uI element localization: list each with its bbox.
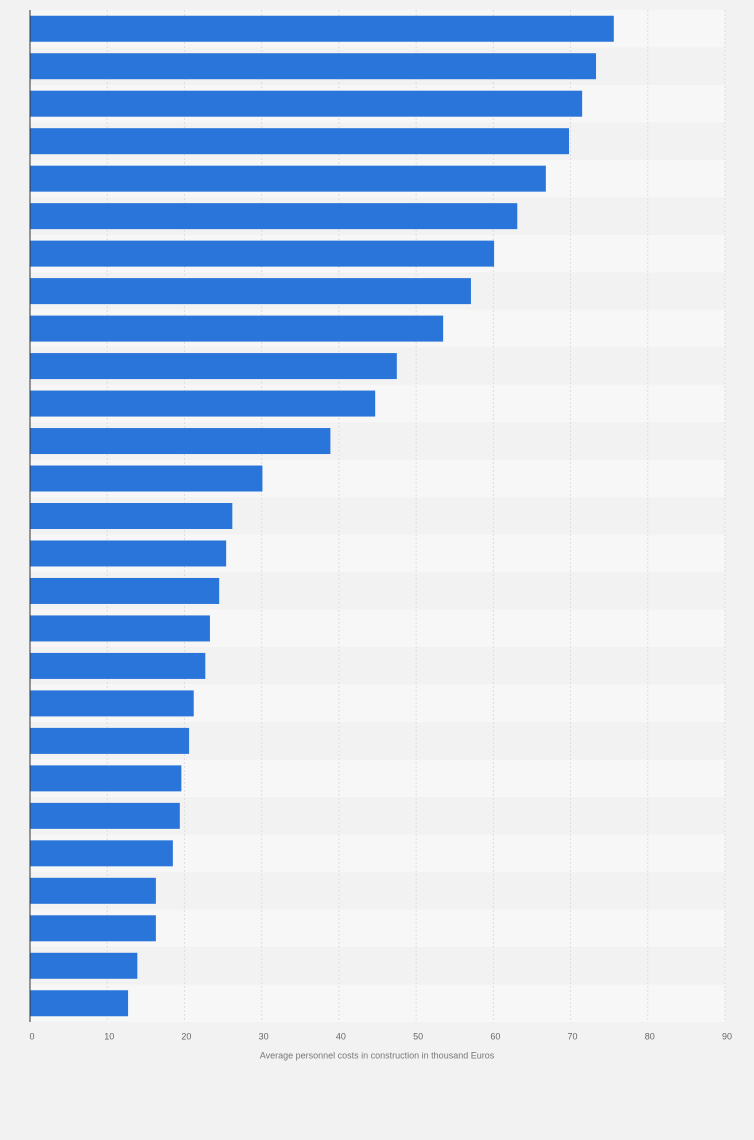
bar <box>30 765 182 792</box>
bar <box>30 315 444 342</box>
bar <box>30 690 194 717</box>
x-tick-label: 20 <box>181 1031 191 1041</box>
row-band <box>30 984 725 1022</box>
bar <box>30 15 614 42</box>
x-tick-label: 50 <box>413 1031 423 1041</box>
bar <box>30 165 546 192</box>
x-tick-label: 80 <box>645 1031 655 1041</box>
x-tick-label: 90 <box>722 1031 732 1041</box>
bar <box>30 465 263 492</box>
bar <box>30 840 173 867</box>
x-tick-label: 10 <box>104 1031 114 1041</box>
bar <box>30 877 156 904</box>
bar <box>30 240 495 267</box>
x-tick-label: 40 <box>336 1031 346 1041</box>
x-tick-label: 30 <box>259 1031 269 1041</box>
bar <box>30 727 190 754</box>
bar <box>30 53 597 80</box>
bar <box>30 278 471 305</box>
bar <box>30 990 129 1017</box>
bar <box>30 128 570 155</box>
bar <box>30 802 180 829</box>
x-tick-label: 0 <box>29 1031 34 1041</box>
x-tick-label: 70 <box>568 1031 578 1041</box>
row-band <box>30 947 725 985</box>
bar <box>30 540 227 567</box>
bar <box>30 503 233 529</box>
bar <box>30 915 156 942</box>
bar <box>30 577 220 604</box>
bar <box>30 90 583 117</box>
bar <box>30 615 210 642</box>
bar <box>30 353 397 380</box>
x-axis-title: Average personnel costs in construction … <box>260 1050 495 1060</box>
bar <box>30 952 138 979</box>
bar <box>30 428 331 455</box>
bar <box>30 652 206 679</box>
bar <box>30 203 518 230</box>
x-tick-label: 60 <box>490 1031 500 1041</box>
bar <box>30 390 376 417</box>
